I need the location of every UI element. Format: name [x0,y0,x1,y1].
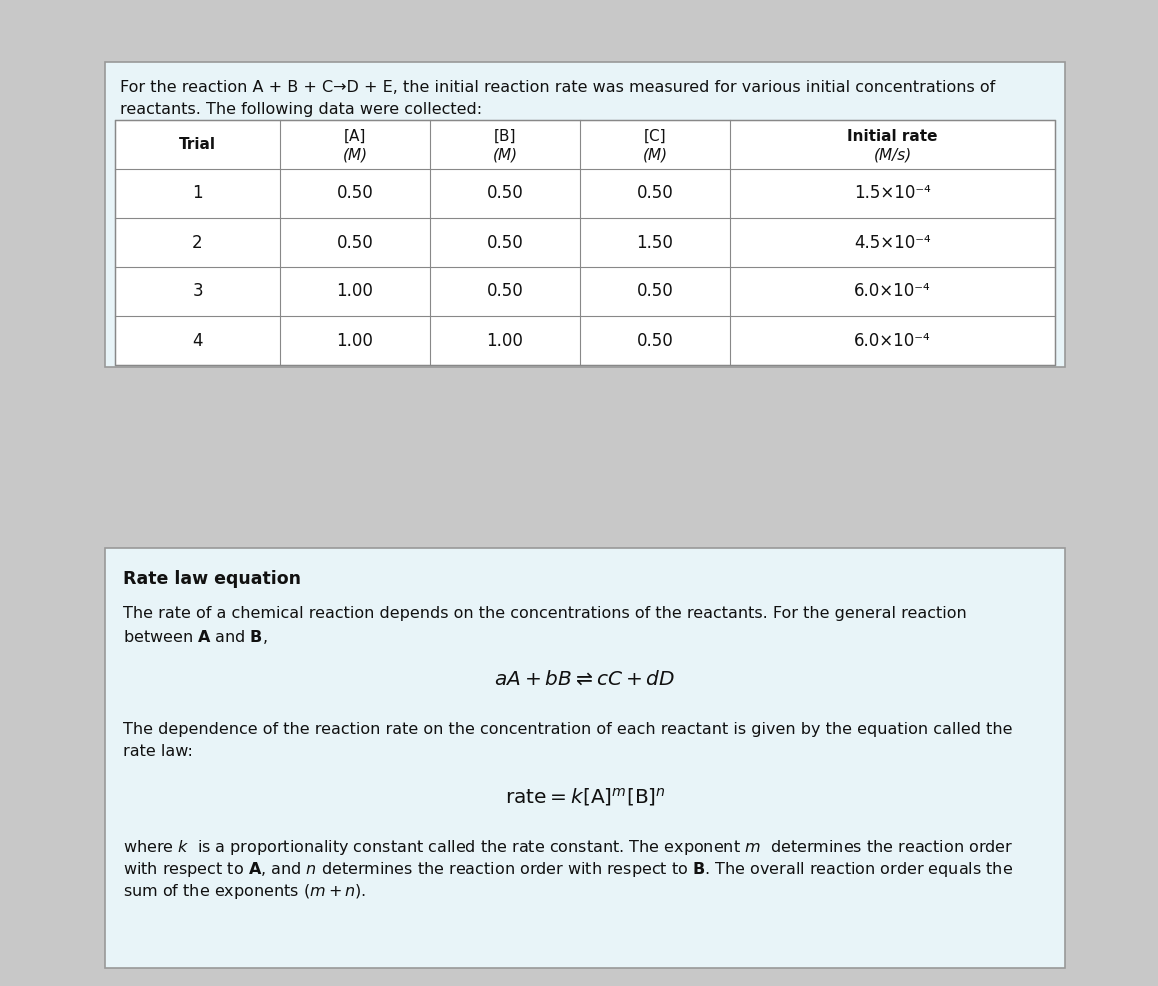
Text: 6.0×10⁻⁴: 6.0×10⁻⁴ [855,331,931,349]
Text: 2: 2 [192,234,203,251]
Text: Rate law equation: Rate law equation [123,570,301,588]
Text: reactants. The following data were collected:: reactants. The following data were colle… [120,102,482,117]
Text: 0.50: 0.50 [337,184,373,202]
Text: [A]: [A] [344,129,366,144]
Text: rate law:: rate law: [123,744,193,759]
FancyBboxPatch shape [115,120,1055,365]
Text: 1.00: 1.00 [337,283,373,301]
Text: $aA + bB \rightleftharpoons cC + dD$: $aA + bB \rightleftharpoons cC + dD$ [494,670,675,689]
FancyBboxPatch shape [105,548,1065,968]
Text: 0.50: 0.50 [486,283,523,301]
Text: (M): (M) [492,148,518,163]
Text: sum of the exponents $(m + n)$.: sum of the exponents $(m + n)$. [123,882,366,901]
Text: 1.50: 1.50 [637,234,674,251]
Text: [B]: [B] [493,129,516,144]
Text: [C]: [C] [644,129,666,144]
Text: where $k$  is a proportionality constant called the rate constant. The exponent : where $k$ is a proportionality constant … [123,838,1013,857]
Text: 0.50: 0.50 [337,234,373,251]
Text: The dependence of the reaction rate on the concentration of each reactant is giv: The dependence of the reaction rate on t… [123,722,1012,737]
Text: $\mathrm{rate} = k[\mathrm{A}]^m[\mathrm{B}]^n$: $\mathrm{rate} = k[\mathrm{A}]^m[\mathrm… [505,786,666,808]
Text: 4.5×10⁻⁴: 4.5×10⁻⁴ [855,234,931,251]
Text: 0.50: 0.50 [486,234,523,251]
Text: 3: 3 [192,283,203,301]
Text: 0.50: 0.50 [486,184,523,202]
Text: 1: 1 [192,184,203,202]
Text: with respect to $\mathbf{A}$, and $n$ determines the reaction order with respect: with respect to $\mathbf{A}$, and $n$ de… [123,860,1013,879]
Text: 6.0×10⁻⁴: 6.0×10⁻⁴ [855,283,931,301]
Text: (M/s): (M/s) [873,148,911,163]
Text: For the reaction A + B + C→D + E, the initial reaction rate was measured for var: For the reaction A + B + C→D + E, the in… [120,80,995,95]
FancyBboxPatch shape [105,62,1065,367]
Text: 1.00: 1.00 [486,331,523,349]
Text: Initial rate: Initial rate [848,129,938,144]
Text: (M): (M) [643,148,667,163]
Text: between $\mathbf{A}$ and $\mathbf{B}$,: between $\mathbf{A}$ and $\mathbf{B}$, [123,628,267,646]
Text: 0.50: 0.50 [637,184,673,202]
Text: 0.50: 0.50 [637,283,673,301]
Text: 0.50: 0.50 [637,331,673,349]
Text: The rate of a chemical reaction depends on the concentrations of the reactants. : The rate of a chemical reaction depends … [123,606,967,621]
Text: 4: 4 [192,331,203,349]
Text: Trial: Trial [179,137,217,152]
Text: (M): (M) [343,148,367,163]
Text: 1.5×10⁻⁴: 1.5×10⁻⁴ [855,184,931,202]
Text: 1.00: 1.00 [337,331,373,349]
